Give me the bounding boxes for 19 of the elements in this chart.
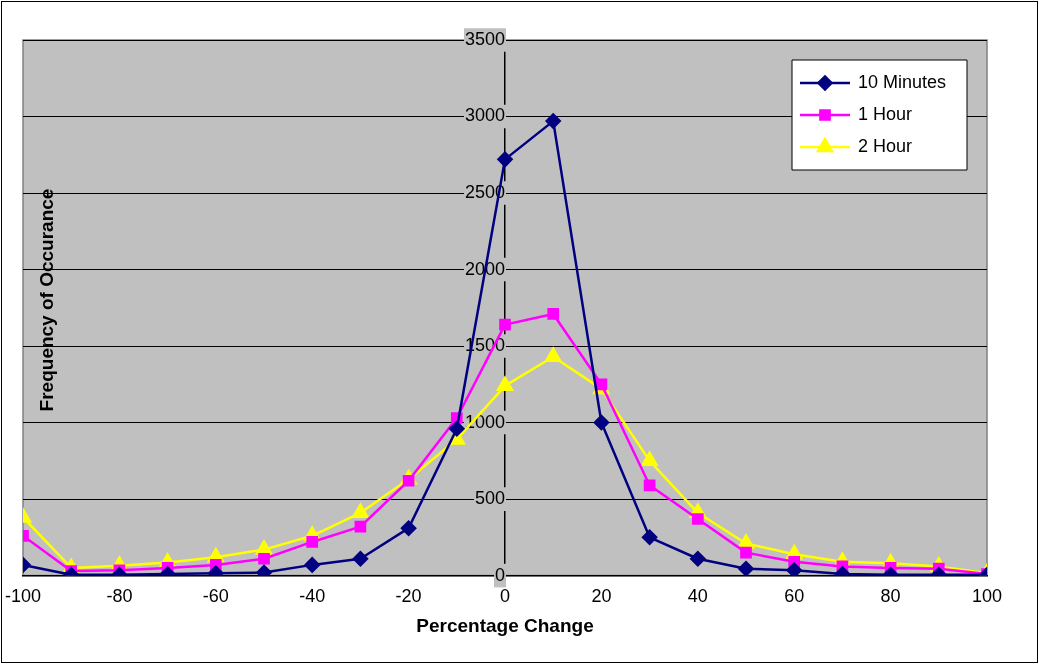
y-tick-label: 0 — [494, 564, 506, 585]
x-tick-label: -80 — [106, 586, 133, 607]
x-tick-label: 40 — [687, 586, 708, 607]
y-axis-title: Frequency of Occurance — [36, 188, 58, 412]
legend-label: 2 Hour — [858, 135, 913, 156]
x-tick-label: -100 — [5, 586, 42, 607]
y-tick-label: 3500 — [464, 28, 506, 49]
x-tick-label: -40 — [299, 586, 326, 607]
y-tick-label: 500 — [474, 488, 506, 509]
x-tick-label: 60 — [784, 586, 805, 607]
x-tick-label: -60 — [202, 586, 229, 607]
x-tick-label: -20 — [395, 586, 422, 607]
legend-label: 1 Hour — [858, 103, 913, 124]
x-axis-title: Percentage Change — [416, 614, 594, 636]
x-tick-label: 20 — [591, 586, 612, 607]
y-tick-label: 3000 — [464, 105, 506, 126]
x-tick-label: 80 — [880, 586, 901, 607]
x-tick-label: 100 — [971, 586, 1003, 607]
legend-label: 10 Minutes — [858, 71, 947, 92]
